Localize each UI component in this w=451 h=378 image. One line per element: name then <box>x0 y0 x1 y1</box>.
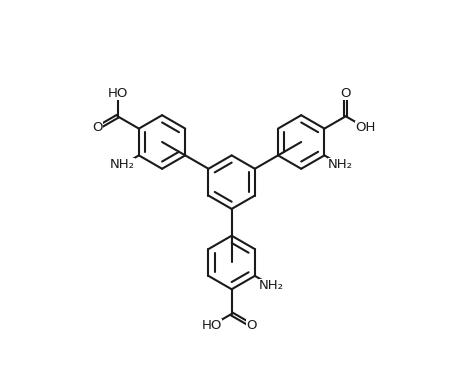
Text: O: O <box>340 87 350 100</box>
Text: O: O <box>92 121 103 134</box>
Text: OH: OH <box>354 121 375 134</box>
Text: NH₂: NH₂ <box>110 158 135 171</box>
Text: HO: HO <box>107 87 128 100</box>
Text: NH₂: NH₂ <box>327 158 352 171</box>
Text: O: O <box>245 319 256 332</box>
Text: NH₂: NH₂ <box>258 279 283 292</box>
Text: HO: HO <box>201 319 221 332</box>
